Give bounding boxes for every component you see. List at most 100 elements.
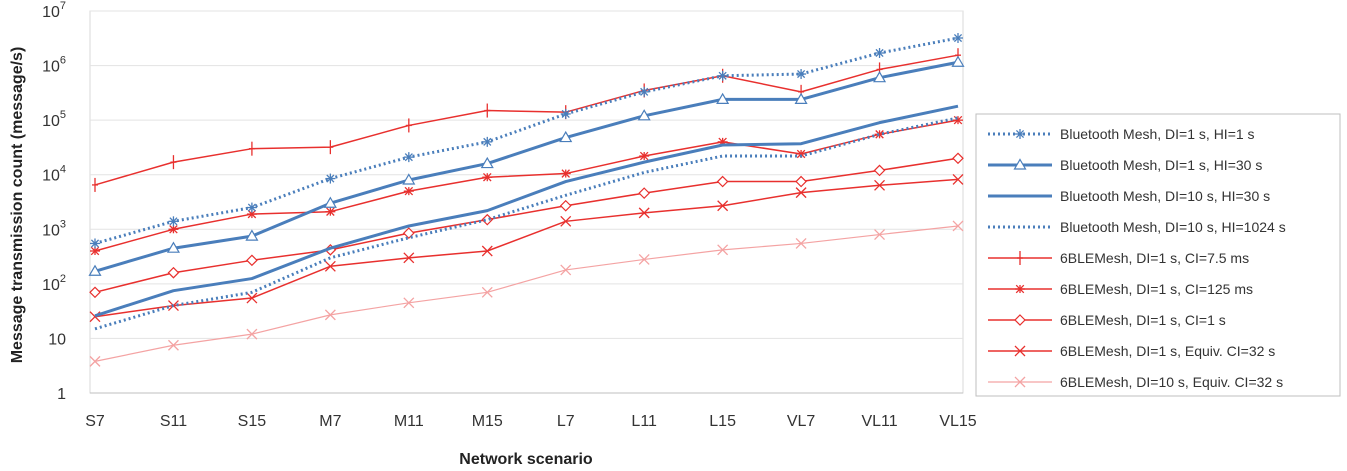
data-point-asterisk	[716, 70, 729, 82]
y-tick-exponent: 4	[60, 164, 66, 176]
y-tick-base: 10	[42, 277, 60, 294]
x-tick-label: S7	[85, 413, 105, 430]
y-tick-exponent: 2	[60, 273, 66, 285]
series-group	[89, 152, 964, 298]
legend-label: 6BLEMesh, DI=1 s, CI=1 s	[1060, 312, 1226, 328]
data-point-star	[481, 172, 493, 182]
data-point-star	[560, 168, 572, 179]
data-point-asterisk	[89, 237, 101, 250]
data-point-asterisk	[638, 86, 650, 98]
data-point-diamond	[795, 175, 807, 188]
legend-label: Bluetooth Mesh, DI=10 s, HI=30 s	[1060, 188, 1270, 204]
y-tick-label: 106	[42, 55, 66, 76]
y-tick-base: 10	[42, 222, 60, 239]
legend-entry: 6BLEMesh, DI=10 s, Equiv. CI=32 s	[988, 374, 1283, 390]
series-group	[91, 47, 962, 193]
y-tick-label: 1	[57, 386, 66, 403]
series-group	[89, 173, 964, 323]
data-point-plus	[248, 141, 256, 157]
y-tick-label: 105	[42, 109, 66, 130]
legend-entry: Bluetooth Mesh, DI=10 s, HI=30 s	[988, 188, 1270, 204]
data-point-asterisk	[560, 108, 572, 120]
data-point-diamond	[560, 200, 572, 212]
data-point-asterisk	[481, 136, 493, 148]
x-tick-label: S15	[238, 413, 267, 430]
x-tick-label: L11	[631, 413, 657, 430]
x-axis-ticks: S7 S11 S15 M7 M11 M15 L7 L11 L15 VL7 VL11 VL15	[85, 413, 977, 430]
data-point-asterisk	[246, 201, 258, 214]
data-point-star	[403, 186, 415, 196]
x-tick-label: M7	[319, 413, 341, 430]
data-point-diamond	[952, 152, 964, 164]
y-tick-label: 107	[42, 0, 66, 21]
data-point-plus	[483, 102, 491, 119]
data-point-asterisk	[167, 215, 180, 227]
data-point-asterisk	[1014, 128, 1026, 140]
series-line	[94, 104, 959, 318]
plot-border	[89, 10, 964, 394]
y-tick-label: 104	[42, 164, 66, 185]
x-tick-label: VL15	[939, 413, 976, 430]
series-line	[94, 60, 959, 273]
data-point-star	[324, 207, 337, 217]
data-point-x	[89, 355, 101, 368]
data-point-asterisk	[952, 32, 964, 44]
data-point-asterisk	[403, 151, 415, 163]
x-tick-label: S11	[160, 413, 187, 430]
data-point-star	[638, 151, 650, 161]
x-tick-label: L7	[557, 413, 575, 430]
x-tick-label: L15	[709, 413, 736, 430]
x-tick-label: M11	[394, 413, 424, 430]
data-point-asterisk	[873, 47, 886, 59]
data-point-star	[952, 115, 964, 125]
data-point-diamond	[246, 254, 258, 266]
y-tick-exponent: 3	[60, 218, 66, 230]
data-point-plus	[169, 154, 178, 170]
series-line	[94, 54, 959, 186]
legend-entry: 6BLEMesh, DI=1 s, Equiv. CI=32 s	[988, 343, 1275, 359]
data-point-diamond	[89, 286, 101, 298]
data-point-star	[1014, 284, 1026, 294]
y-tick-label: 103	[42, 218, 66, 239]
data-point-asterisk	[324, 172, 337, 185]
y-tick-base: 10	[42, 59, 60, 76]
x-tick-label: M15	[472, 413, 503, 430]
x-tick-label: VL7	[787, 413, 816, 430]
legend: Bluetooth Mesh, DI=1 s, HI=1 s Bluetooth …	[975, 113, 1341, 397]
data-point-star	[167, 224, 180, 234]
data-point-diamond	[638, 187, 650, 199]
legend-label: 6BLEMesh, DI=1 s, CI=125 ms	[1060, 281, 1253, 297]
legend-entry: Bluetooth Mesh, DI=10 s, HI=1024 s	[988, 219, 1286, 235]
legend-label: Bluetooth Mesh, DI=1 s, HI=1 s	[1060, 126, 1255, 142]
series-line	[94, 225, 959, 362]
data-point-asterisk	[795, 68, 807, 80]
series-line	[94, 119, 959, 252]
legend-entry: 6BLEMesh, DI=1 s, CI=7.5 ms	[988, 250, 1249, 266]
series-group	[89, 115, 964, 256]
legend-label: 6BLEMesh, DI=10 s, Equiv. CI=32 s	[1060, 374, 1283, 390]
legend-label: 6BLEMesh, DI=1 s, CI=7.5 ms	[1060, 250, 1249, 266]
legend-entry: 6BLEMesh, DI=1 s, CI=1 s	[988, 312, 1226, 328]
legend-label: Bluetooth Mesh, DI=1 s, HI=30 s	[1060, 157, 1262, 173]
y-tick-exponent: 6	[60, 55, 66, 67]
series-line	[94, 157, 959, 294]
y-axis-title: Message transmission count (message/s)	[9, 47, 26, 364]
y-tick-base: 10	[42, 4, 60, 21]
y-tick-exponent: 5	[60, 109, 66, 121]
series-group	[88, 56, 965, 276]
legend-entry: 6BLEMesh, DI=1 s, CI=125 ms	[988, 281, 1253, 297]
legend-entry: Bluetooth Mesh, DI=1 s, HI=1 s	[988, 126, 1255, 142]
x-axis-title: Network scenario	[459, 451, 593, 468]
legend-entry: Bluetooth Mesh, DI=1 s, HI=30 s	[988, 157, 1262, 173]
data-point-plus	[91, 177, 99, 193]
y-tick-label: 10	[48, 331, 66, 348]
series-line	[94, 178, 959, 318]
data-point-diamond	[167, 267, 180, 279]
x-tick-label: VL11	[861, 413, 897, 430]
data-point-diamond	[873, 164, 886, 176]
legend-label: Bluetooth Mesh, DI=10 s, HI=1024 s	[1060, 219, 1286, 235]
series-group	[94, 104, 959, 318]
y-tick-base: 10	[42, 168, 60, 185]
